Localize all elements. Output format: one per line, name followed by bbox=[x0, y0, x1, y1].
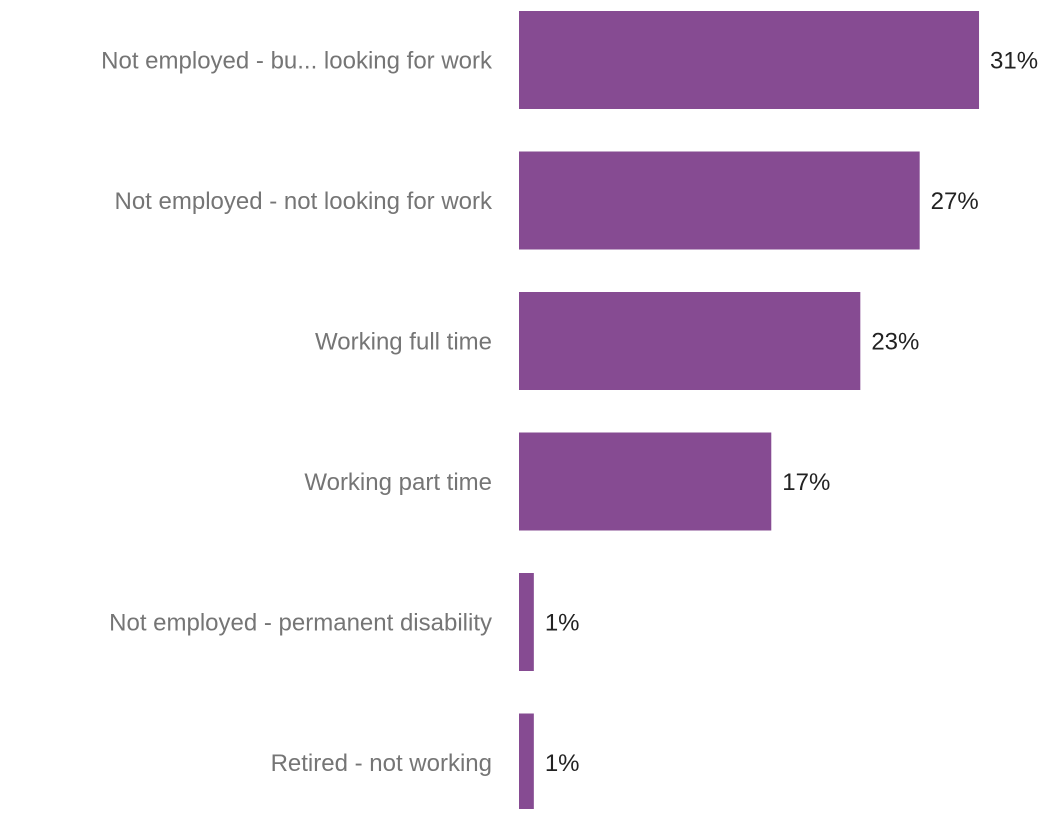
category-label: Not employed - permanent disability bbox=[109, 609, 492, 636]
category-label: Not employed - not looking for work bbox=[114, 188, 493, 215]
bar bbox=[519, 292, 861, 390]
value-labels-layer: 31% 27% 23% 17% 1% 1% bbox=[545, 47, 1038, 777]
value-label: 1% bbox=[545, 609, 580, 636]
category-label: Retired - not working bbox=[271, 750, 492, 777]
bar bbox=[519, 713, 534, 812]
value-label: 27% bbox=[931, 188, 979, 215]
value-label: 31% bbox=[990, 47, 1038, 74]
bar bbox=[519, 151, 920, 250]
bar bbox=[519, 11, 980, 109]
value-label: 17% bbox=[782, 469, 830, 496]
category-label: Working full time bbox=[315, 328, 492, 355]
bar bbox=[519, 432, 772, 531]
bar bbox=[519, 573, 534, 671]
bars-layer bbox=[519, 11, 980, 812]
value-label: 1% bbox=[545, 750, 580, 777]
category-label: Not employed - bu... looking for work bbox=[101, 47, 493, 74]
category-label: Working part time bbox=[304, 469, 492, 496]
category-labels-layer: Not employed - bu... looking for work Not… bbox=[101, 47, 493, 777]
value-label: 23% bbox=[871, 328, 919, 355]
